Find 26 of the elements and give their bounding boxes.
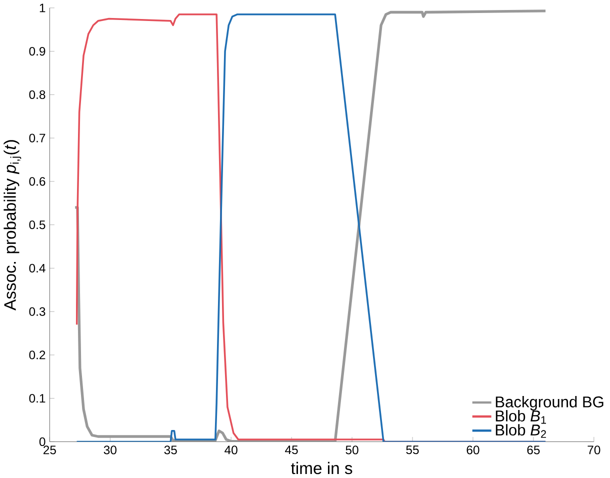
x-tick-label: 25 xyxy=(44,446,56,454)
y-tick-label: 0 xyxy=(39,437,46,446)
y-tick-label: 0.5 xyxy=(29,220,46,230)
x-tick-label: 50 xyxy=(346,446,358,454)
y-axis-title: Assoc. probability p$_{i,j}$(t) xyxy=(4,140,22,310)
legend-label: Blob B$_{1}$ xyxy=(496,410,546,424)
x-tick-label: 55 xyxy=(406,446,419,454)
x-tick-label: 30 xyxy=(104,446,116,454)
x-tick-label: 45 xyxy=(285,446,298,454)
y-tick-label: 0.1 xyxy=(29,394,46,403)
y-tick-label: 0.7 xyxy=(29,134,46,142)
x-tick-label: 35 xyxy=(164,446,177,454)
y-tick-label: 0.2 xyxy=(29,350,46,360)
legend-label: Blob B$_{2}$ xyxy=(496,424,546,438)
x-tick-label: 65 xyxy=(527,446,540,454)
x-tick-label: 70 xyxy=(588,446,600,454)
y-tick-label: 1 xyxy=(40,4,46,12)
x-tick-label: 40 xyxy=(224,446,238,454)
x-axis-title: time in s xyxy=(291,462,352,474)
y-tick-label: 0.4 xyxy=(29,264,46,273)
y-tick-label: 0.3 xyxy=(29,307,46,316)
y-tick-label: 0.6 xyxy=(29,177,46,186)
y-tick-label: 0.9 xyxy=(29,47,46,56)
legend-label: Background BG xyxy=(496,396,604,411)
y-tick-label: 0.8 xyxy=(29,90,46,100)
x-tick-label: 60 xyxy=(466,446,480,454)
